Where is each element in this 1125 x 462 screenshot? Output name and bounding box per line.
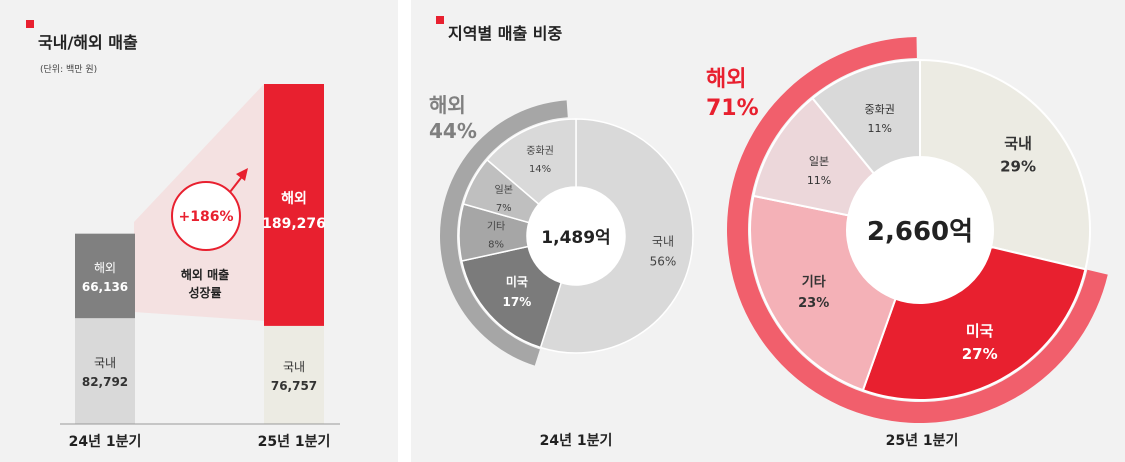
bar-domestic-name: 국내	[94, 356, 116, 370]
pie-slice-name: 중화권	[526, 145, 554, 157]
pie-slice-value: 8%	[488, 240, 504, 251]
overseas-title-25q1: 해외	[706, 67, 746, 92]
pie-slice-name: 중화권	[865, 103, 895, 116]
overseas-ring-arc	[440, 100, 568, 366]
pie-slice-name: 일본	[495, 184, 513, 196]
overseas-share-25q1: 71%	[706, 96, 759, 121]
left-panel-title: 국내/해외 매출	[38, 33, 138, 52]
pie-slice-value: 27%	[962, 345, 998, 363]
pie-slice-name: 국내	[652, 234, 674, 248]
bar-domestic-value: 76,757	[271, 379, 317, 393]
bar-overseas-name: 해외	[281, 190, 307, 207]
bar-overseas-value: 66,136	[82, 280, 128, 294]
pie-slice-name: 미국	[966, 322, 994, 340]
bar-overseas	[264, 84, 324, 326]
title-marker-left	[26, 20, 34, 28]
growth-badge-value: +186%	[179, 209, 234, 225]
growth-badge	[171, 181, 241, 251]
growth-label-line1: 해외 매출	[181, 267, 229, 282]
pie-slice-value: 23%	[798, 296, 829, 311]
bar-overseas	[75, 233, 135, 319]
pie-slice-value: 11%	[868, 122, 892, 135]
pie-slice-value: 17%	[503, 295, 532, 309]
right-panel-title: 지역별 매출 비중	[448, 24, 562, 43]
pie-slice-name: 기타	[802, 274, 826, 290]
bar-category-label: 25년 1분기	[258, 434, 331, 450]
bar-category-label: 24년 1분기	[69, 434, 142, 450]
pie-slice-value: 14%	[529, 164, 551, 175]
donut-24q1-center	[527, 187, 625, 285]
donut-24q1-total: 1,489억	[541, 228, 610, 248]
growth-arrow-icon	[236, 168, 248, 181]
period-label-25q1: 25년 1분기	[886, 433, 959, 449]
overseas-title-24q1: 해외	[429, 93, 466, 117]
bar-domestic-name: 국내	[283, 360, 305, 374]
bar-domestic	[75, 318, 135, 424]
donut-chart-24q1: 국내 56% 미국 17% 기타 8% 일본 7% 중화권 14%	[440, 100, 694, 366]
donut-chart-25q1: 국내 29% 미국 27% 기타 23% 일본 11% 중화권 11%	[726, 37, 1108, 424]
bar-overseas-value: 189,276	[262, 216, 326, 232]
overseas-share-24q1: 44%	[429, 119, 477, 143]
pie-slice-value: 7%	[496, 203, 512, 214]
pie-slice-value: 56%	[650, 254, 677, 268]
bar-overseas-name: 해외	[94, 261, 116, 275]
pie-slice-value: 11%	[807, 174, 831, 187]
donut-25q1-total: 2,660억	[867, 217, 973, 247]
unit-label: (단위: 백만 원)	[40, 64, 97, 75]
bar-domestic	[264, 325, 324, 424]
stacked-bar-chart: 국내 82,792 해외 66,136 24년 1분기 국내 76,757 해외 189,276…	[60, 84, 340, 450]
pie-slice-name: 일본	[809, 154, 829, 168]
pie-slice	[919, 58, 1091, 271]
growth-label-line2: 성장률	[188, 286, 221, 300]
pie-slice-name: 국내	[1004, 134, 1032, 152]
pie-slice-name: 미국	[506, 274, 528, 289]
pie-slice-name: 기타	[487, 221, 505, 233]
period-label-24q1: 24년 1분기	[540, 433, 613, 449]
bar-domestic-value: 82,792	[82, 375, 128, 389]
pie-slice-value: 29%	[1000, 157, 1036, 175]
title-marker-right	[436, 16, 444, 24]
donut-25q1-center	[847, 157, 993, 303]
